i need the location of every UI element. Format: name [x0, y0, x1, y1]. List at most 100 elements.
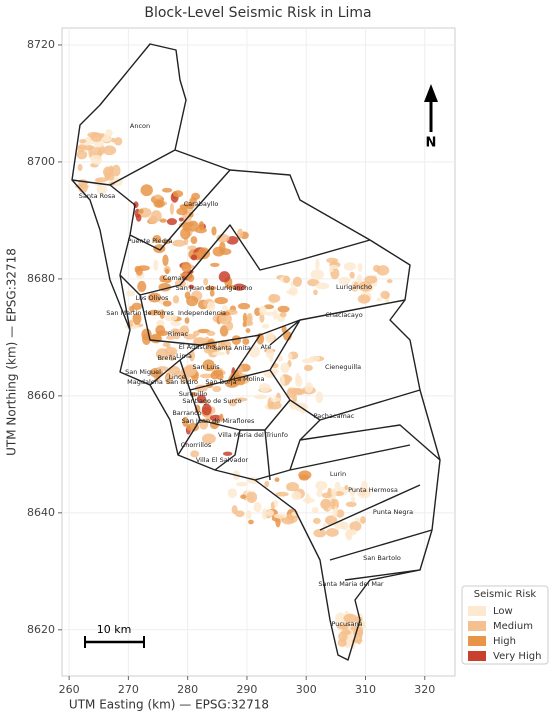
risk-patch [148, 215, 158, 224]
risk-patch [345, 501, 357, 508]
risk-patch [311, 507, 319, 514]
risk-patch [358, 281, 373, 292]
risk-patch [154, 194, 162, 200]
risk-patch [334, 481, 341, 490]
north-arrow: N [424, 84, 438, 151]
risk-patch [96, 184, 107, 195]
risk-patch [258, 383, 271, 393]
risk-patch [135, 213, 142, 222]
risk-patch [357, 263, 363, 272]
risk-patch [206, 330, 216, 337]
risk-patch [234, 510, 245, 518]
risk-patch [178, 217, 184, 222]
risk-patch [137, 265, 150, 271]
risk-patch [228, 399, 238, 407]
risk-patch [376, 297, 382, 302]
risk-patch [172, 190, 184, 198]
district-label: Punta Hermosa [348, 486, 398, 494]
risk-patch [192, 330, 200, 337]
risk-patch [261, 508, 268, 520]
risk-patch [76, 150, 88, 160]
risk-patch [153, 259, 159, 272]
risk-patch [183, 333, 197, 340]
risk-patch [222, 451, 233, 456]
risk-patch [79, 139, 87, 144]
risk-patch [166, 218, 177, 226]
legend-label: Very High [493, 651, 541, 662]
district-label: San Bartolo [363, 554, 401, 562]
risk-patch [292, 276, 302, 287]
risk-patch [325, 527, 339, 537]
risk-patch [138, 208, 144, 214]
risk-patch [201, 403, 212, 416]
risk-patch [332, 487, 337, 499]
risk-patch [349, 487, 356, 496]
risk-patch [316, 489, 323, 498]
district-label: San Juan de Miraflores [182, 417, 255, 425]
risk-patch [357, 487, 371, 499]
risk-patch [180, 227, 191, 240]
risk-patch [235, 481, 248, 487]
risk-patch [184, 317, 190, 324]
risk-patch [253, 501, 262, 513]
risk-patch [199, 373, 214, 379]
risk-patch [152, 234, 162, 244]
y-tick-label: 8660 [27, 389, 55, 402]
risk-patch [190, 254, 198, 261]
risk-patch [128, 305, 135, 312]
district-label: Chorrillos [181, 441, 212, 449]
risk-patch [242, 338, 250, 345]
risk-patch [216, 234, 230, 243]
district-label: Puente Piedra [127, 237, 172, 245]
risk-patch [361, 480, 368, 491]
risk-patch [275, 516, 281, 528]
risk-patch [188, 284, 195, 290]
risk-patch [155, 202, 163, 208]
risk-patch [313, 289, 318, 296]
district-label: San Juan de Lurigancho [176, 284, 253, 292]
risk-patch [212, 351, 225, 356]
district-label: Villa Maria del Triunfo [218, 431, 288, 439]
risk-patch [147, 292, 162, 303]
x-tick-label: 260 [59, 683, 80, 696]
risk-patch [233, 283, 246, 291]
scale-label: 10 km [97, 623, 132, 636]
risk-patch [202, 359, 215, 372]
district-label: Independencia [178, 309, 226, 317]
risk-patch [211, 226, 217, 236]
risk-patch [218, 271, 231, 283]
y-tick-label: 8620 [27, 623, 55, 636]
risk-patch [162, 300, 172, 307]
risk-patch [137, 280, 147, 293]
risk-patch [234, 397, 248, 402]
risk-patch [254, 307, 261, 317]
risk-patch [269, 355, 274, 363]
risk-patch [225, 346, 230, 355]
district-label: Punta Negra [373, 508, 413, 516]
y-tick-label: 8680 [27, 272, 55, 285]
risk-patch [264, 332, 275, 344]
risk-patch [357, 274, 363, 285]
risk-patch [343, 613, 358, 624]
risk-patch [272, 309, 278, 320]
risk-patch [91, 154, 103, 166]
risk-patch [386, 279, 393, 284]
risk-patch [184, 291, 191, 300]
risk-patch [100, 136, 112, 142]
x-axis-title: UTM Easting (km) — EPSG:32718 [69, 698, 269, 712]
x-tick-label: 320 [414, 683, 435, 696]
risk-patch [187, 245, 197, 251]
risk-patch [277, 305, 290, 313]
district-label: Comas [163, 274, 186, 282]
risk-patch [218, 313, 232, 325]
district-label: Santa Maria del Mar [318, 580, 384, 588]
risk-patch [345, 528, 353, 541]
risk-patch [207, 346, 222, 352]
legend-title: Seismic Risk [474, 589, 537, 600]
legend-swatch [468, 606, 486, 616]
risk-patch [203, 277, 209, 286]
risk-patch [279, 312, 287, 318]
district-label: San Isidro [166, 378, 198, 386]
risk-patch [231, 335, 242, 345]
risk-patch [238, 365, 243, 376]
